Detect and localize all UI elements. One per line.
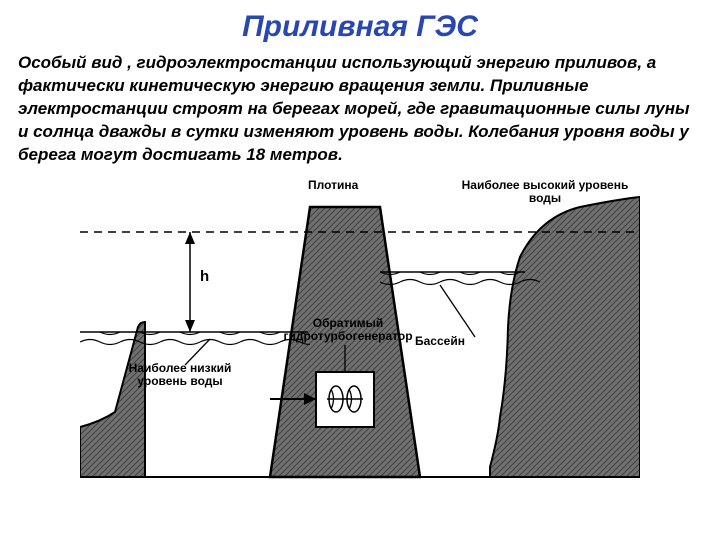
description-text: Особый вид , гидроэлектростанции использ… bbox=[0, 52, 720, 177]
label-h: h bbox=[200, 269, 209, 286]
label-high-water: Наиболее высокий уровень воды bbox=[460, 179, 630, 205]
page-title: Приливная ГЭС bbox=[0, 0, 720, 52]
label-basin: Бассейн bbox=[415, 335, 465, 348]
label-low-water: Наиболее низкий уровень воды bbox=[110, 362, 250, 388]
label-turbine: Обратимый гидротурбогенератор bbox=[278, 317, 418, 343]
label-dam: Плотина bbox=[308, 179, 358, 192]
tidal-dam-diagram: Плотина Наиболее высокий уровень воды h … bbox=[80, 177, 640, 497]
